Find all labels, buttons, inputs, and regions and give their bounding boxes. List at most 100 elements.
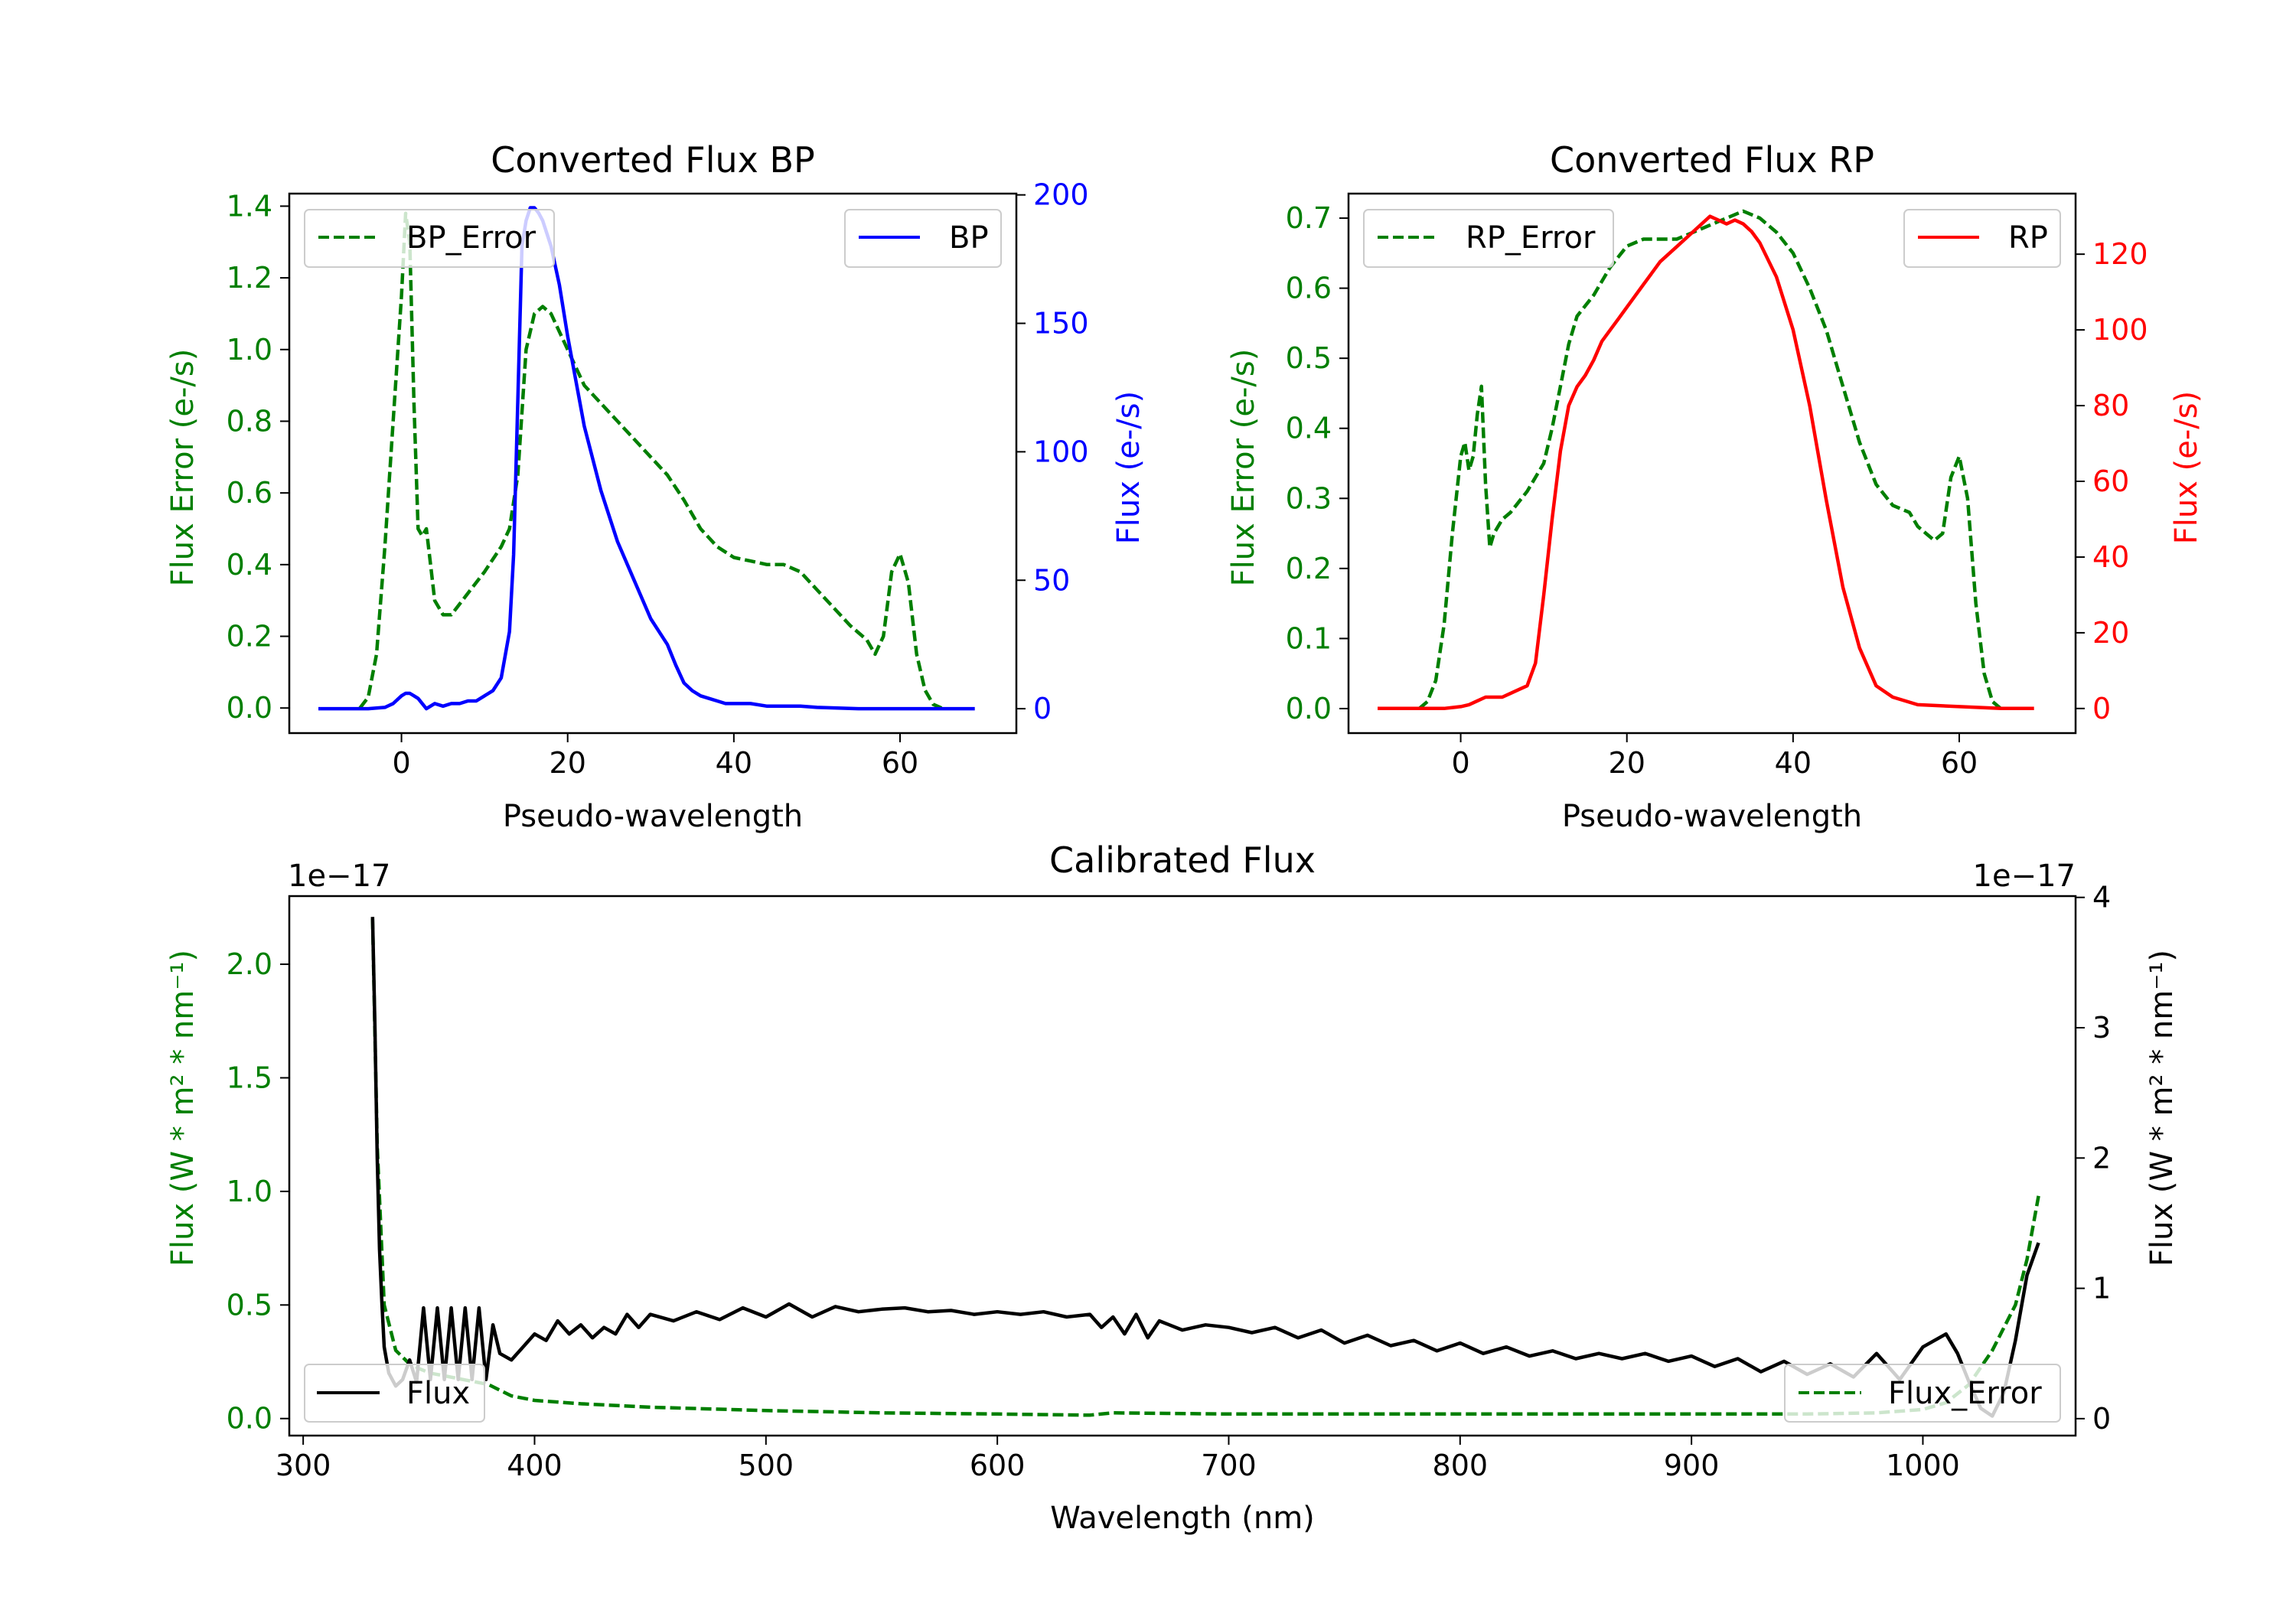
calibrated-offset-left: 1e−17	[288, 859, 390, 894]
y-left-tick-label: 0.6	[1286, 272, 1332, 305]
bp-chart-panel: Converted Flux BP Pseudo-wavelength Flux…	[165, 139, 1146, 834]
y-left-tick-label: 0.4	[227, 548, 272, 582]
y-right-tick-label: 100	[2092, 313, 2148, 347]
rp-chart-xlabel: Pseudo-wavelength	[1562, 799, 1862, 834]
y-left-tick-label: 0.1	[1286, 621, 1332, 655]
y-right-tick-label: 100	[1033, 435, 1089, 468]
x-tick-label: 40	[716, 746, 752, 780]
x-tick-label: 900	[1664, 1449, 1720, 1482]
calibrated-chart-ylabel-right: Flux (W * m² * nm⁻¹)	[2144, 950, 2180, 1266]
y-right-tick-label: 2	[2092, 1141, 2111, 1175]
calibrated-offset-right: 1e−17	[1973, 859, 2076, 894]
bp-legend-right-label: BP	[949, 220, 989, 256]
y-left-tick-label: 0.6	[227, 476, 272, 510]
rp-chart-title: Converted Flux RP	[1550, 139, 1874, 181]
rp-legend-right: RP	[1903, 209, 2061, 268]
legend-box	[844, 209, 1002, 268]
y-left-tick-label: 0.0	[1286, 692, 1332, 725]
x-tick-label: 40	[1775, 746, 1812, 780]
bp-chart-ylabel-right: Flux (e-/s)	[1111, 391, 1146, 544]
y-right-tick-label: 150	[1033, 307, 1089, 341]
x-tick-label: 800	[1433, 1449, 1489, 1482]
calibrated-legend-right: Flux_Error	[1784, 1364, 2061, 1423]
legend-box	[1903, 209, 2061, 268]
y-left-tick-label: 0.0	[227, 1402, 272, 1436]
bp-ticks-layer: 0 20 40 60 0.0 0.2 0.4 0.6 0.8 1.0 1.2 1.4 0 50 100 150…	[227, 178, 1089, 780]
calibrated-legend-left-label: Flux	[406, 1376, 470, 1411]
y-left-tick-label: 1.5	[227, 1061, 272, 1094]
bp-legend-left-label: BP_Error	[406, 220, 536, 256]
x-tick-label: 20	[1609, 746, 1645, 780]
rp-chart-panel: Converted Flux RP Pseudo-wavelength Flux…	[1226, 139, 2204, 834]
y-right-tick-label: 80	[2092, 389, 2129, 422]
calibrated-chart-ylabel-left: Flux (W * m² * nm⁻¹)	[165, 950, 201, 1266]
x-tick-label: 300	[276, 1449, 331, 1482]
calibrated-ticks-layer: 300 400 500 600 700 800 900 1000 0.0 0.5 1.0 1.5 2.0…	[227, 881, 2112, 1482]
y-left-tick-label: 0.0	[227, 691, 272, 725]
bp-plot-frame	[288, 192, 1018, 735]
calibrated-plot-frame	[288, 895, 2077, 1437]
rp-series-layer	[1378, 209, 2034, 711]
calibrated-chart-title: Calibrated Flux	[1049, 839, 1316, 881]
x-tick-label: 60	[882, 746, 918, 780]
series-rp-error-line	[1417, 209, 2002, 710]
calibrated-legend-right-label: Flux_Error	[1888, 1376, 2042, 1411]
x-tick-label: 1000	[1886, 1449, 1960, 1482]
calibrated-legend-left: Flux	[304, 1364, 485, 1423]
y-left-tick-label: 0.5	[227, 1288, 272, 1322]
series-rp-line	[1378, 214, 2034, 711]
series-bp-error-line	[358, 211, 943, 710]
legend-box	[1363, 209, 1614, 268]
y-left-tick-label: 2.0	[227, 947, 272, 981]
x-tick-label: 0	[1451, 746, 1469, 780]
y-left-tick-label: 1.0	[227, 1175, 272, 1208]
y-right-tick-label: 50	[1033, 563, 1070, 597]
y-left-tick-label: 0.2	[227, 620, 272, 654]
y-right-tick-label: 3	[2092, 1011, 2111, 1045]
y-right-tick-label: 0	[2092, 692, 2111, 725]
y-left-tick-label: 1.2	[227, 261, 272, 295]
bp-legend-left: BP_Error	[304, 209, 555, 268]
y-left-tick-label: 1.4	[227, 189, 272, 223]
rp-legend-left: RP_Error	[1363, 209, 1614, 268]
x-tick-label: 500	[739, 1449, 794, 1482]
x-tick-label: 20	[550, 746, 586, 780]
bp-chart-xlabel: Pseudo-wavelength	[503, 799, 803, 834]
legend-box	[1784, 1364, 2061, 1423]
rp-chart-ylabel-left: Flux Error (e-/s)	[1226, 349, 1261, 587]
y-left-tick-label: 0.8	[227, 404, 272, 438]
x-tick-label: 400	[507, 1449, 563, 1482]
y-right-tick-label: 1	[2092, 1272, 2111, 1305]
y-right-tick-label: 20	[2092, 616, 2129, 650]
y-left-tick-label: 0.5	[1286, 341, 1332, 375]
calibrated-chart-xlabel: Wavelength (nm)	[1050, 1501, 1315, 1536]
legend-box	[304, 209, 555, 268]
rp-legend-right-label: RP	[2008, 220, 2048, 256]
y-left-tick-label: 0.7	[1286, 201, 1332, 235]
y-left-tick-label: 1.0	[227, 333, 272, 367]
series-flux-line	[370, 917, 2040, 1418]
y-right-tick-label: 60	[2092, 464, 2129, 498]
y-right-tick-label: 40	[2092, 540, 2129, 574]
x-tick-label: 700	[1201, 1449, 1257, 1482]
y-left-tick-label: 0.3	[1286, 481, 1332, 515]
y-right-tick-label: 120	[2092, 237, 2148, 271]
calibrated-chart-panel: Calibrated Flux Wavelength (nm) 1e−17 1e…	[165, 839, 2180, 1536]
x-tick-label: 60	[1941, 746, 1978, 780]
legend-box	[304, 1364, 485, 1423]
y-right-tick-label: 200	[1033, 178, 1089, 212]
rp-legend-left-label: RP_Error	[1466, 220, 1596, 256]
y-right-tick-label: 0	[1033, 692, 1052, 725]
x-tick-label: 0	[392, 746, 410, 780]
bp-chart-ylabel-left: Flux Error (e-/s)	[165, 349, 201, 587]
bp-chart-title: Converted Flux BP	[491, 139, 815, 181]
rp-ticks-layer: 0 20 40 60 0.0 0.1 0.2 0.3 0.4 0.5 0.6 0.7 0 20 40 60 80…	[1286, 201, 2148, 780]
y-right-tick-label: 0	[2092, 1402, 2111, 1436]
rp-plot-frame	[1347, 192, 2077, 735]
bp-legend-right: BP	[844, 209, 1002, 268]
rp-chart-ylabel-right: Flux (e-/s)	[2169, 391, 2204, 544]
y-right-tick-label: 4	[2092, 881, 2111, 914]
x-tick-label: 600	[970, 1449, 1026, 1482]
rp-series-group	[1378, 209, 2034, 711]
